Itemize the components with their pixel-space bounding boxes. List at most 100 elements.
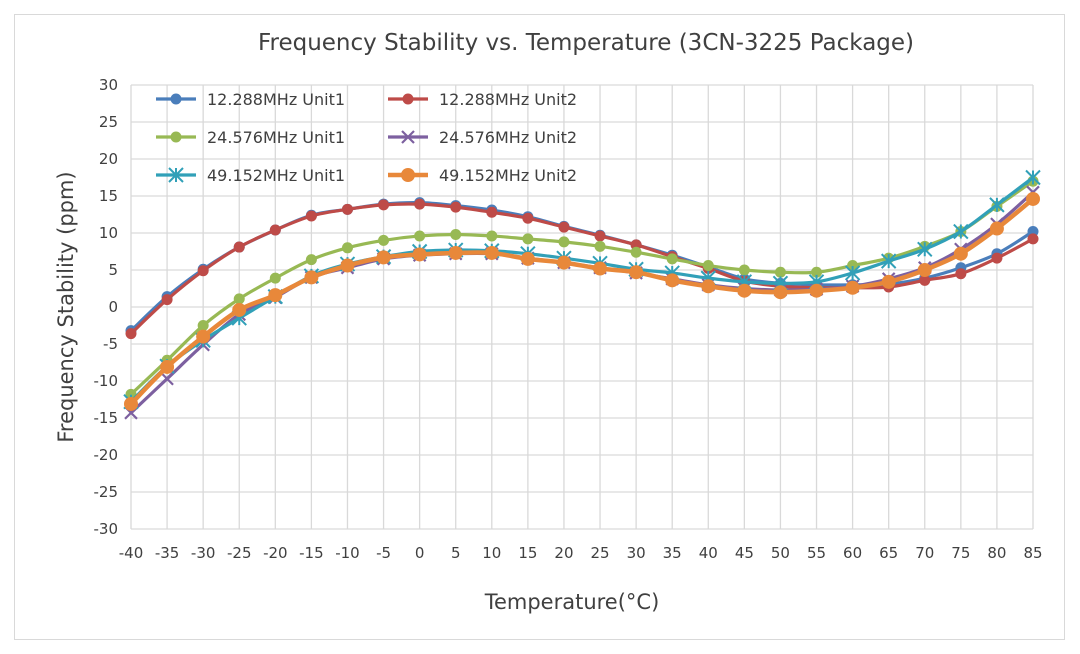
- data-point: [161, 294, 173, 306]
- data-point: [341, 242, 353, 254]
- legend-item: 49.152MHz Unit2: [388, 166, 577, 185]
- legend: 12.288MHz Unit1 12.288MHz Unit2 24.576MHz …: [156, 90, 577, 185]
- data-point: [341, 203, 353, 215]
- series-line: [129, 176, 1034, 403]
- series-12-288mhz-unit2: [125, 198, 1039, 340]
- legend-item: 12.288MHz Unit2: [388, 90, 577, 109]
- data-point: [401, 130, 415, 144]
- legend-label: 12.288MHz Unit1: [207, 90, 345, 109]
- y-tick-label: -15: [94, 409, 119, 427]
- legend-label: 49.152MHz Unit2: [439, 166, 577, 185]
- data-point: [125, 328, 137, 340]
- data-point: [233, 241, 245, 253]
- data-point: [160, 372, 174, 386]
- data-point: [880, 253, 897, 269]
- data-point: [558, 236, 570, 248]
- data-point: [847, 260, 859, 272]
- data-point: [917, 241, 933, 257]
- data-point: [170, 131, 182, 143]
- x-tick-label: 65: [879, 544, 898, 562]
- y-tick-label: -30: [94, 520, 119, 538]
- data-point: [955, 268, 967, 280]
- data-point: [378, 199, 390, 211]
- data-point: [401, 168, 415, 182]
- y-tick-label: 0: [108, 298, 118, 316]
- x-tick-label: 80: [987, 544, 1006, 562]
- data-point: [666, 253, 678, 265]
- x-tick-label: -10: [335, 544, 360, 562]
- data-point: [522, 212, 534, 224]
- data-point: [269, 224, 281, 236]
- data-point: [1025, 169, 1041, 186]
- data-point: [845, 280, 860, 295]
- legend-label: 49.152MHz Unit1: [207, 166, 345, 185]
- gridlines: [130, 84, 1034, 530]
- x-tick-label: 15: [518, 544, 537, 562]
- data-point: [953, 246, 968, 261]
- data-point: [1027, 233, 1039, 245]
- data-point: [989, 221, 1004, 236]
- data-point: [232, 302, 247, 317]
- data-point: [269, 272, 281, 284]
- x-tick-label: 85: [1023, 544, 1042, 562]
- data-point: [402, 93, 414, 105]
- x-tick-label: -25: [227, 544, 252, 562]
- legend-item: 24.576MHz Unit2: [388, 128, 577, 147]
- x-tick-label: 5: [451, 544, 461, 562]
- y-tick-label: 20: [99, 150, 118, 168]
- data-point: [305, 210, 317, 222]
- data-point: [702, 260, 714, 272]
- series-49-152mhz-unit2: [124, 191, 1040, 411]
- data-point: [593, 261, 608, 276]
- x-tick-label: -5: [376, 544, 391, 562]
- legend-label: 24.576MHz Unit2: [439, 128, 577, 147]
- series-24-576mhz-unit1: [125, 175, 1039, 400]
- data-point: [737, 283, 752, 298]
- data-point: [414, 198, 426, 210]
- x-tick-label: 20: [554, 544, 573, 562]
- data-point: [989, 197, 1005, 213]
- legend-item: 12.288MHz Unit1: [156, 90, 345, 109]
- data-point: [919, 274, 931, 286]
- x-tick-label: 40: [699, 544, 718, 562]
- data-point: [450, 201, 462, 213]
- data-point: [196, 329, 211, 344]
- data-point: [170, 93, 182, 105]
- data-point: [811, 266, 823, 278]
- data-point: [556, 255, 571, 270]
- data-point: [412, 247, 427, 262]
- data-point: [448, 245, 463, 260]
- data-point: [522, 233, 534, 245]
- data-point: [594, 240, 606, 252]
- data-point: [917, 263, 932, 277]
- series-line: [129, 179, 1034, 396]
- data-point: [953, 223, 969, 240]
- data-point: [414, 230, 426, 242]
- data-point: [558, 221, 570, 233]
- data-point: [376, 250, 391, 265]
- y-axis-label: Frequency Stability (ppm): [54, 171, 78, 442]
- chart-frame: [14, 14, 1065, 640]
- data-point: [340, 258, 355, 273]
- x-tick-label: 10: [482, 544, 501, 562]
- x-tick-label: 55: [807, 544, 826, 562]
- data-point: [774, 266, 786, 278]
- x-tick-label: 45: [735, 544, 754, 562]
- data-point: [773, 285, 788, 300]
- data-point: [486, 230, 498, 242]
- data-point: [844, 265, 861, 281]
- x-tick-label: -40: [119, 544, 144, 562]
- legend-item: 49.152MHz Unit1: [156, 166, 345, 185]
- x-tick-label: 30: [627, 544, 646, 562]
- legend-label: 24.576MHz Unit1: [207, 128, 345, 147]
- data-point: [629, 265, 644, 280]
- y-tick-label: -25: [94, 483, 119, 501]
- chart-title: Frequency Stability vs. Temperature (3CN…: [258, 30, 914, 56]
- x-tick-label: 25: [590, 544, 609, 562]
- y-tick-label: 10: [99, 224, 118, 242]
- series-49-152mhz-unit1: [123, 169, 1041, 410]
- data-point: [738, 264, 750, 276]
- y-tick-label: 25: [99, 113, 118, 131]
- data-point: [991, 252, 1003, 264]
- x-tick-label: 70: [915, 544, 934, 562]
